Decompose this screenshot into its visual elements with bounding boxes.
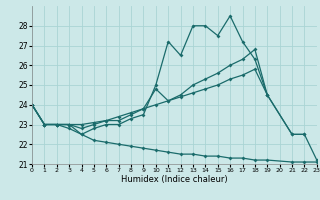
X-axis label: Humidex (Indice chaleur): Humidex (Indice chaleur) <box>121 175 228 184</box>
